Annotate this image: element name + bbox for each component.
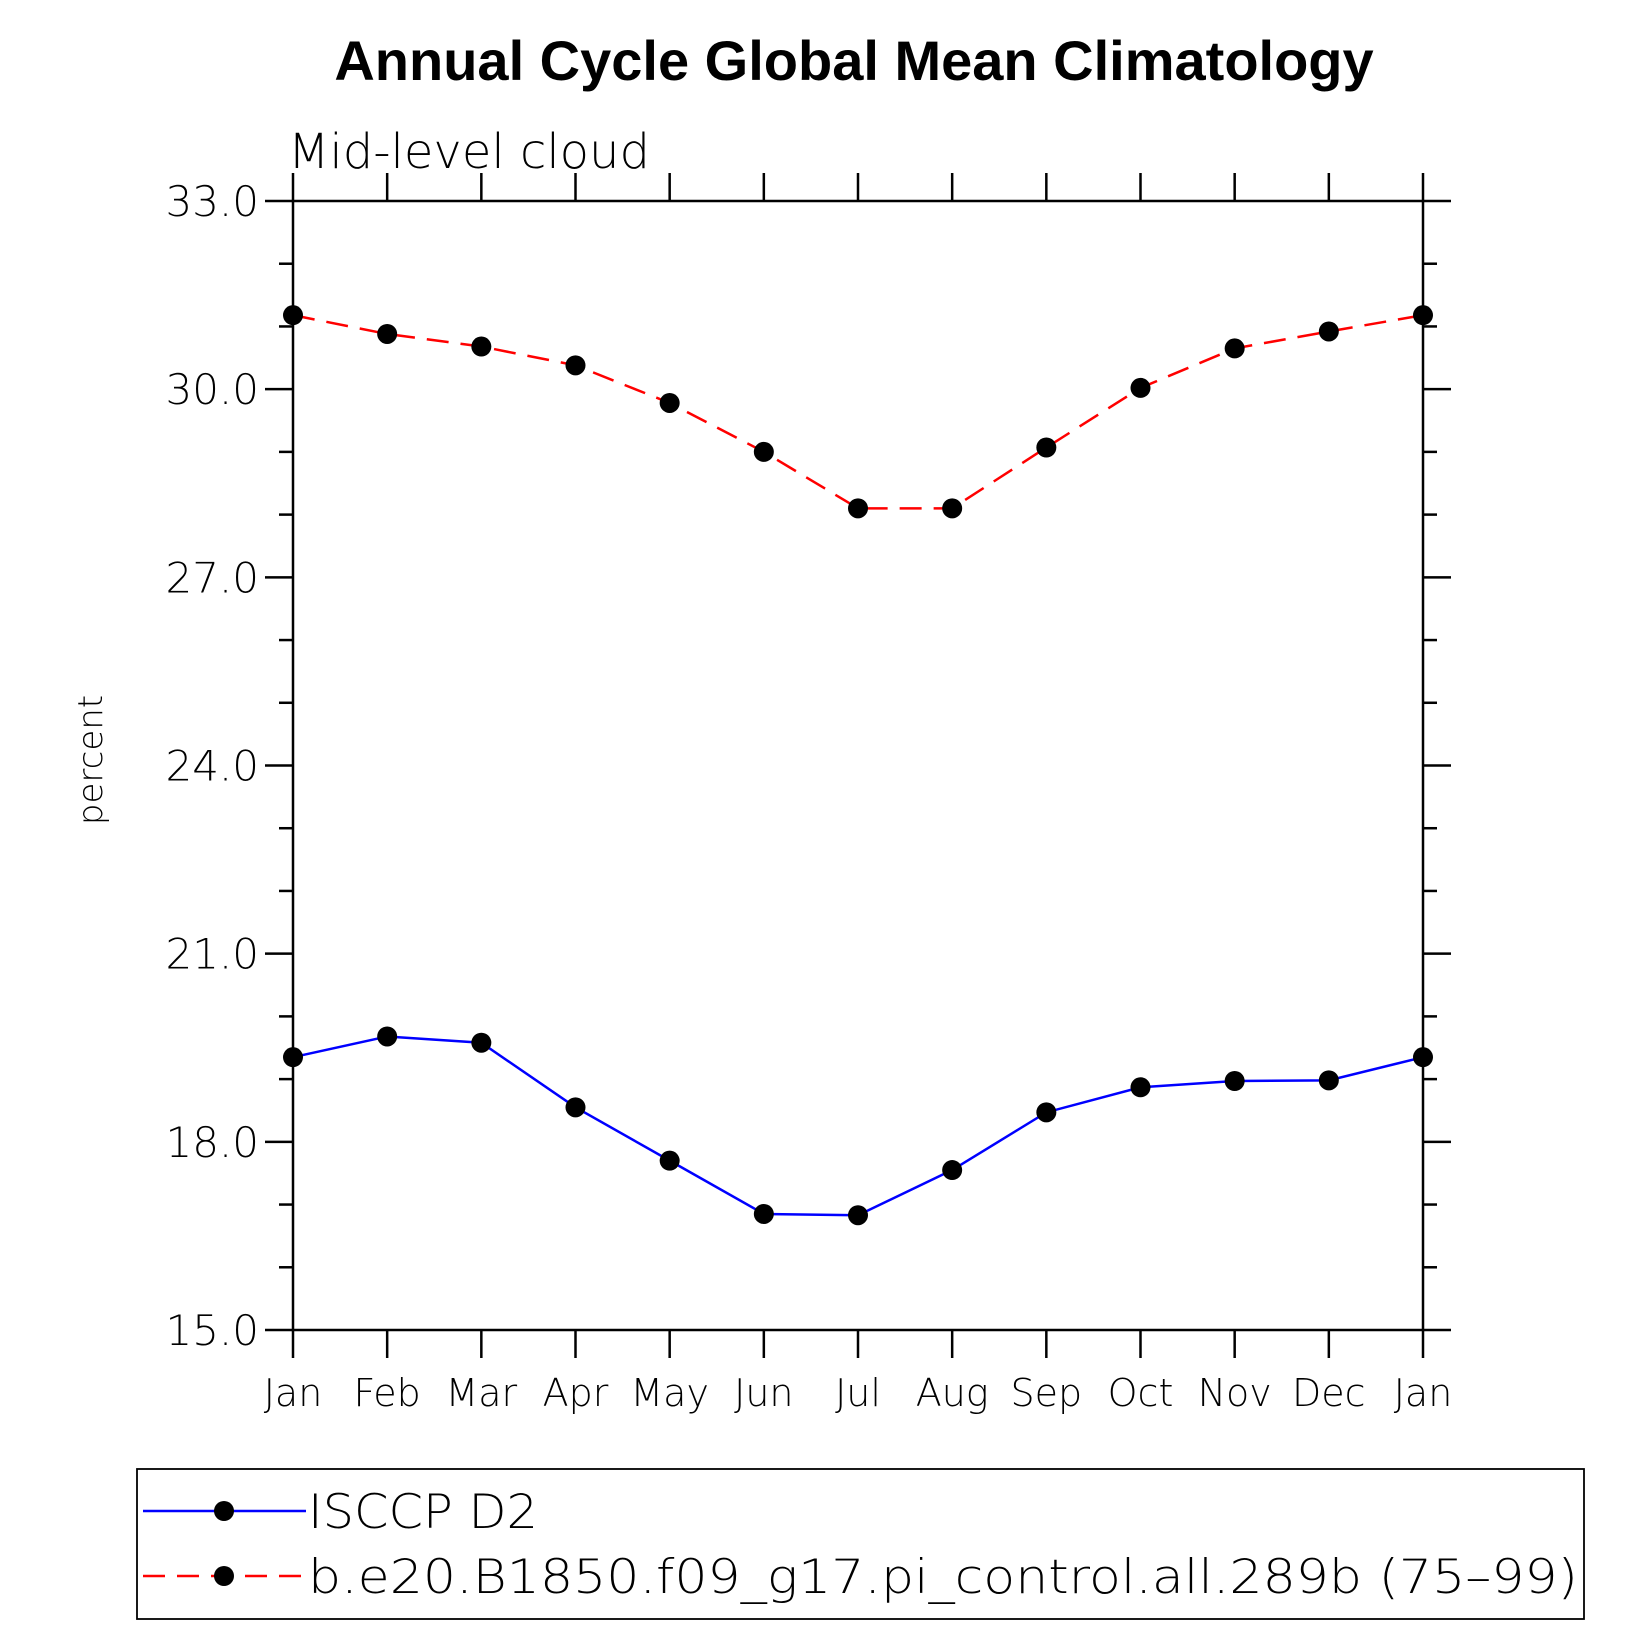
y-tick-label: 33.0 (165, 177, 259, 226)
data-point-s1-7 (942, 498, 963, 519)
legend-label-1: b.e20.B1850.f09_g17.pi_control.all.289b … (308, 1550, 1578, 1605)
legend-box (136, 1468, 1585, 1620)
data-point-s0-9 (1130, 1077, 1151, 1098)
data-point-s1-12 (1413, 305, 1433, 326)
y-tick-label: 15.0 (165, 1306, 259, 1355)
chart-subtitle: Mid-level cloud (288, 124, 650, 180)
y-tick-label: 21.0 (165, 930, 259, 979)
x-tick-label: Apr (543, 1371, 609, 1415)
data-point-s0-8 (1036, 1102, 1057, 1123)
data-point-s0-2 (471, 1032, 492, 1053)
data-point-s1-0 (283, 305, 303, 326)
data-point-s0-4 (659, 1150, 680, 1171)
x-tick-label: Dec (1292, 1371, 1366, 1415)
data-point-s1-5 (753, 441, 774, 462)
x-tick-label: Jan (264, 1371, 323, 1415)
data-point-s1-11 (1318, 321, 1339, 342)
data-point-s1-6 (848, 498, 868, 519)
data-point-s0-12 (1413, 1047, 1433, 1068)
data-point-s0-1 (377, 1026, 398, 1047)
x-axis: Jan Feb Mar Apr May Jun Jul Aug Sep Oct Nov Dec Jan (264, 173, 1453, 1415)
data-point-s1-8 (1036, 437, 1057, 458)
data-point-s0-11 (1318, 1070, 1339, 1091)
data-point-s0-6 (848, 1205, 868, 1226)
data-point-s0-0 (283, 1047, 303, 1068)
series-line-1 (292, 313, 1424, 510)
x-tick-label: Nov (1198, 1371, 1272, 1415)
data-point-s1-1 (377, 323, 398, 344)
y-tick-label: 27.0 (165, 553, 259, 602)
data-point-s0-5 (753, 1203, 774, 1224)
y-axis: 15.0 18.0 21.0 24.0 27.0 30.0 33.0 (165, 177, 1451, 1355)
legend: ISCCP D2 b.e20.B1850.f09_g17.pi_control.a… (136, 1468, 1585, 1620)
plot-frame (291, 199, 1425, 1332)
data-point-s1-4 (659, 392, 680, 413)
x-tick-label: Feb (354, 1371, 421, 1415)
x-tick-label: May (630, 1371, 709, 1415)
data-point-s1-3 (565, 355, 586, 376)
x-tick-label: Oct (1108, 1371, 1174, 1415)
x-tick-label: Aug (916, 1371, 989, 1415)
legend-label-0: ISCCP D2 (308, 1485, 538, 1540)
data-point-s0-3 (565, 1097, 586, 1118)
y-tick-label: 30.0 (165, 365, 259, 414)
chart-title: Annual Cycle Global Mean Climatology (334, 29, 1373, 92)
data-point-s0-7 (942, 1160, 963, 1181)
plot-border (291, 199, 1425, 1332)
data-point-s0-10 (1224, 1070, 1245, 1091)
y-tick-label: 24.0 (165, 742, 259, 791)
x-tick-label: Sep (1011, 1371, 1083, 1415)
x-tick-label: Jul (835, 1371, 881, 1415)
data-point-s1-2 (471, 336, 492, 357)
y-tick-label: 18.0 (165, 1118, 259, 1167)
legend-marker-0 (214, 1501, 234, 1521)
series-line-0 (292, 1035, 1424, 1217)
legend-marker-1 (214, 1566, 234, 1586)
y-axis-label: percent (71, 695, 111, 825)
x-tick-label: Mar (445, 1371, 517, 1415)
data-point-s1-9 (1130, 377, 1151, 398)
x-tick-label: Jun (734, 1371, 793, 1415)
data-point-s1-10 (1224, 338, 1245, 359)
x-tick-label: Jan (1394, 1371, 1453, 1415)
series-layer (283, 305, 1433, 1226)
